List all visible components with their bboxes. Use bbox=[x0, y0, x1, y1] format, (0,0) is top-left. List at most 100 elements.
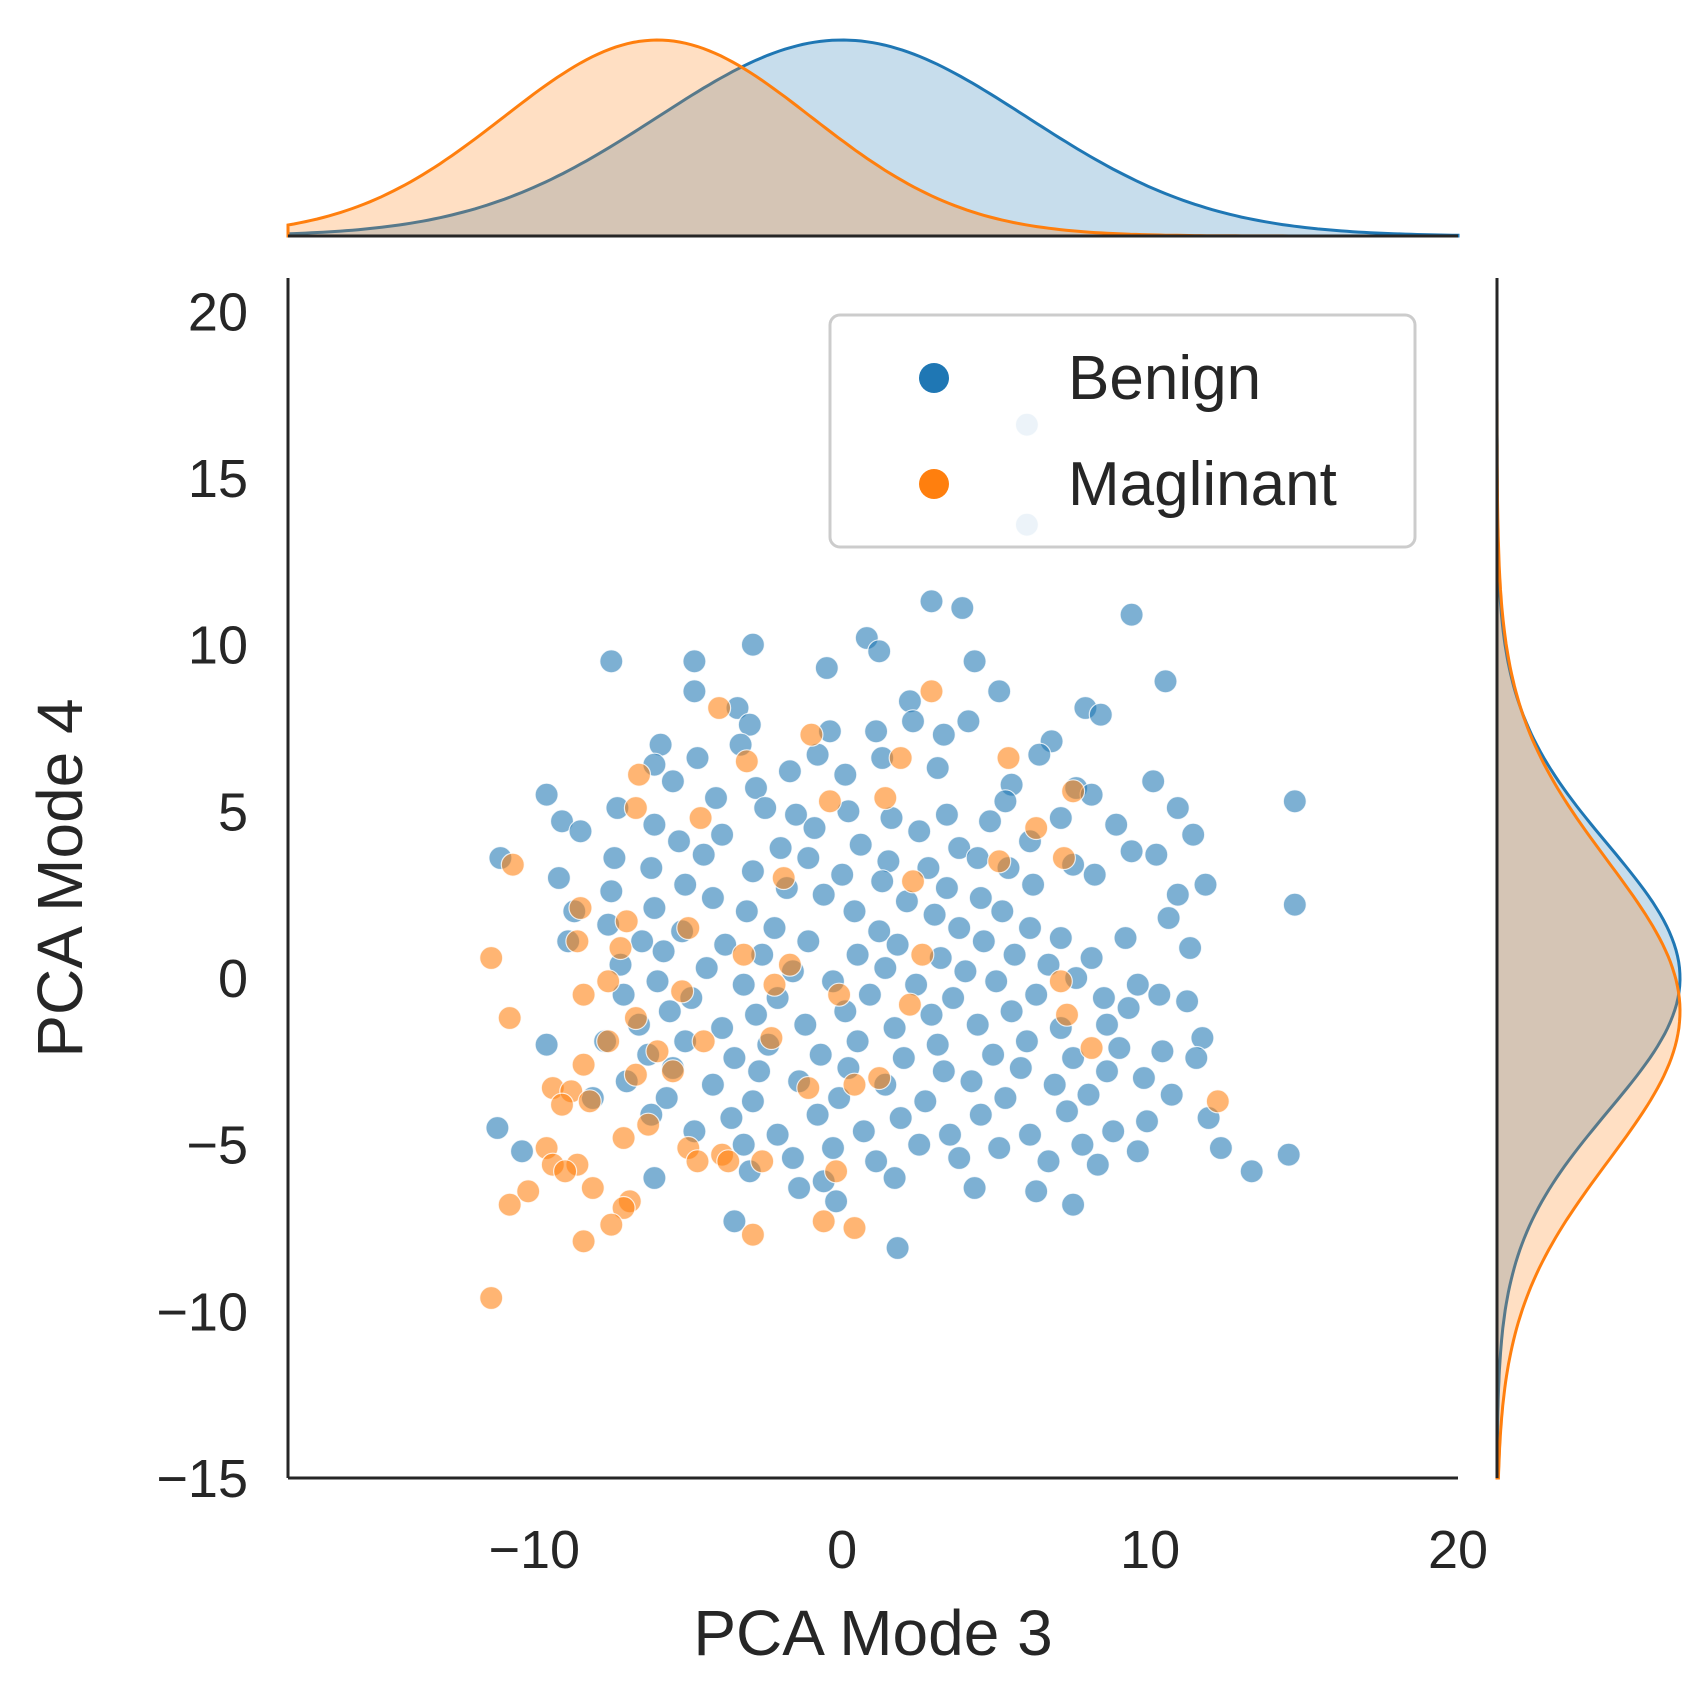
point-benign bbox=[740, 1089, 766, 1114]
point-maglinant bbox=[608, 935, 633, 961]
point-benign bbox=[808, 1042, 833, 1067]
point-benign bbox=[1094, 1012, 1120, 1037]
x-axis-label: PCA Mode 3 bbox=[693, 1597, 1052, 1669]
point-benign bbox=[768, 835, 793, 861]
point-maglinant bbox=[611, 1125, 636, 1151]
point-benign bbox=[722, 1209, 747, 1234]
x-tick-label: −10 bbox=[488, 1520, 580, 1580]
point-benign bbox=[814, 655, 839, 681]
point-maglinant bbox=[1060, 779, 1086, 804]
point-benign bbox=[1082, 862, 1107, 887]
point-benign bbox=[796, 929, 821, 954]
kde-top-benign bbox=[286, 38, 1460, 238]
point-benign bbox=[602, 845, 627, 871]
point-benign bbox=[1002, 942, 1027, 967]
point-benign bbox=[734, 899, 759, 924]
point-benign bbox=[931, 1059, 956, 1084]
point-benign bbox=[1024, 1179, 1049, 1204]
x-tick-label: 10 bbox=[1120, 1520, 1180, 1580]
point-benign bbox=[1239, 1159, 1264, 1184]
point-benign bbox=[1008, 1055, 1033, 1081]
point-benign bbox=[1107, 1035, 1132, 1061]
point-maglinant bbox=[799, 722, 824, 747]
point-benign bbox=[971, 929, 996, 954]
point-benign bbox=[984, 969, 1009, 994]
point-benign bbox=[1174, 989, 1200, 1014]
point-maglinant bbox=[817, 789, 843, 814]
point-benign bbox=[931, 722, 956, 747]
point-benign bbox=[691, 842, 716, 867]
point-benign bbox=[1150, 1039, 1175, 1064]
point-benign bbox=[956, 709, 981, 734]
point-maglinant bbox=[731, 942, 756, 967]
legend-frame bbox=[828, 313, 1417, 549]
point-benign bbox=[925, 1032, 950, 1057]
point-benign bbox=[937, 1122, 963, 1147]
point-benign bbox=[765, 1122, 790, 1147]
point-maglinant bbox=[842, 1215, 867, 1241]
point-benign bbox=[987, 679, 1012, 704]
point-maglinant bbox=[900, 869, 926, 894]
legend: Benign Maglinant bbox=[828, 313, 1417, 549]
point-benign bbox=[805, 1102, 830, 1127]
point-maglinant bbox=[691, 1029, 716, 1054]
point-maglinant bbox=[626, 762, 652, 787]
y-tick-label: −15 bbox=[156, 1449, 248, 1509]
point-benign bbox=[830, 862, 855, 887]
point-maglinant bbox=[1079, 1035, 1104, 1061]
point-benign bbox=[919, 589, 944, 614]
point-benign bbox=[709, 822, 735, 847]
point-benign bbox=[722, 1045, 747, 1071]
point-benign bbox=[885, 932, 910, 957]
point-maglinant bbox=[516, 1179, 541, 1204]
point-maglinant bbox=[771, 865, 796, 891]
point-benign bbox=[1177, 935, 1203, 961]
point-benign bbox=[888, 1105, 913, 1131]
point-maglinant bbox=[706, 695, 732, 721]
top-marginal-kde bbox=[286, 38, 1460, 238]
point-benign bbox=[987, 1135, 1012, 1161]
x-tick-label: 0 bbox=[827, 1520, 857, 1580]
axes bbox=[286, 278, 1458, 1480]
point-benign bbox=[863, 719, 889, 744]
point-benign bbox=[1054, 1099, 1080, 1124]
point-benign bbox=[934, 802, 960, 827]
point-benign bbox=[962, 1175, 987, 1201]
point-benign bbox=[907, 819, 932, 844]
point-benign bbox=[611, 982, 636, 1007]
point-benign bbox=[1088, 702, 1113, 727]
point-benign bbox=[651, 939, 676, 964]
point-benign bbox=[1131, 1065, 1157, 1091]
point-benign bbox=[873, 955, 898, 981]
y-tick-label: 10 bbox=[188, 616, 248, 676]
point-maglinant bbox=[685, 1149, 710, 1174]
point-maglinant bbox=[996, 745, 1021, 771]
point-benign bbox=[740, 859, 766, 884]
point-maglinant bbox=[897, 992, 923, 1017]
point-benign bbox=[629, 929, 655, 954]
point-benign bbox=[709, 1015, 735, 1041]
point-benign bbox=[685, 745, 710, 771]
point-benign bbox=[1020, 872, 1046, 897]
point-benign bbox=[947, 915, 972, 941]
point-benign bbox=[1156, 905, 1181, 931]
point-benign bbox=[642, 812, 667, 837]
point-benign bbox=[1119, 602, 1144, 627]
x-tick-label: 20 bbox=[1428, 1520, 1488, 1580]
y-tick-label: 15 bbox=[188, 449, 248, 509]
point-benign bbox=[1048, 805, 1073, 831]
legend-label-benign: Benign bbox=[1068, 344, 1261, 413]
point-maglinant bbox=[580, 1175, 605, 1201]
legend-label-maglinant: Maglinant bbox=[1068, 450, 1337, 519]
point-benign bbox=[534, 1032, 559, 1057]
point-benign bbox=[870, 869, 895, 894]
point-benign bbox=[1091, 985, 1117, 1011]
point-benign bbox=[1282, 892, 1307, 917]
point-benign bbox=[947, 835, 972, 861]
point-maglinant bbox=[716, 1149, 741, 1174]
point-benign bbox=[993, 789, 1018, 814]
point-benign bbox=[740, 632, 766, 657]
y-tick-label: 0 bbox=[218, 949, 248, 1009]
point-maglinant bbox=[623, 1062, 649, 1087]
